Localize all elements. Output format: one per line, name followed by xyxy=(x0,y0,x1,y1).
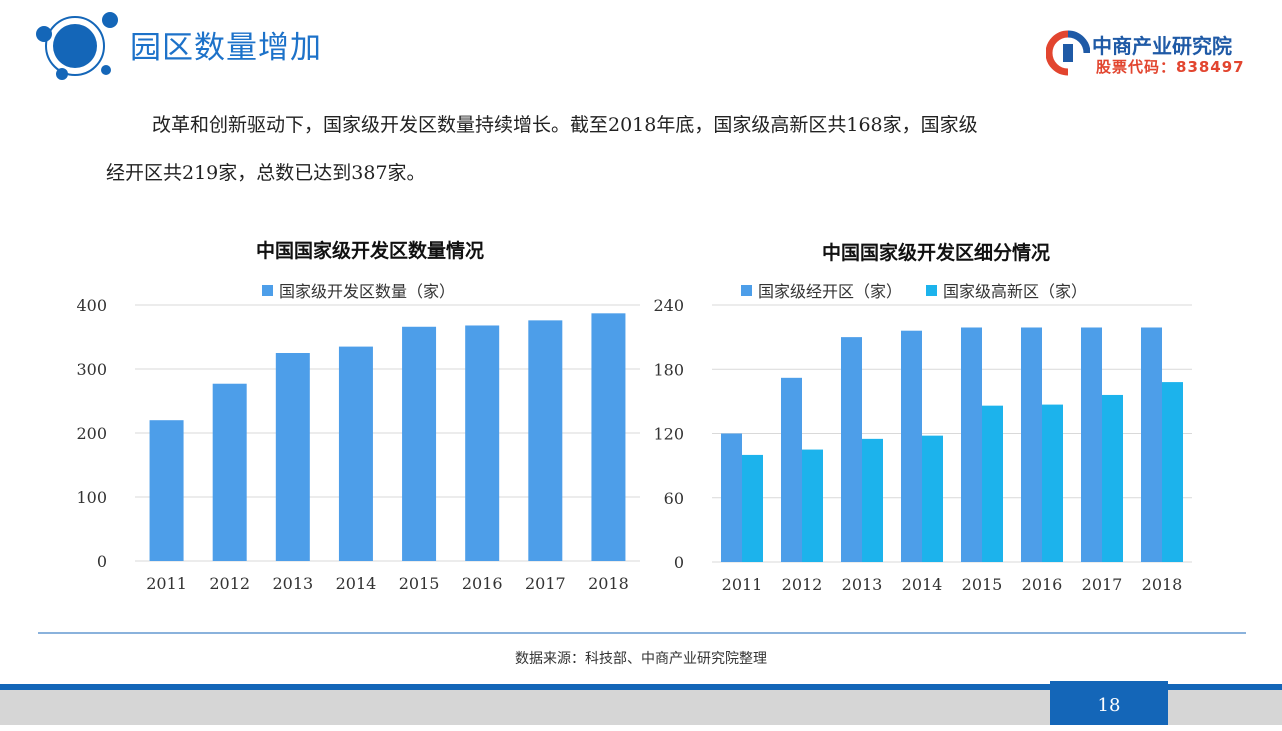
x-tick-label: 2018 xyxy=(1142,575,1183,594)
bar xyxy=(961,327,982,562)
chart2-legend-label-2: 国家级高新区（家） xyxy=(943,282,1088,301)
chart2-legend-label-1: 国家级经开区（家） xyxy=(758,282,903,301)
y-tick-label: 180 xyxy=(653,360,684,379)
x-tick-label: 2013 xyxy=(272,574,313,593)
y-tick-label: 0 xyxy=(97,552,107,571)
logo-circles-icon xyxy=(36,12,118,80)
bar xyxy=(465,325,500,561)
chart1-legend-swatch xyxy=(262,284,273,296)
x-tick-label: 2014 xyxy=(336,574,377,593)
x-tick-label: 2018 xyxy=(588,574,629,593)
x-tick-label: 2016 xyxy=(1022,575,1063,594)
chart1-title: 中国国家级开发区数量情况 xyxy=(255,240,484,262)
page-title: 园区数量增加 xyxy=(130,30,322,66)
data-source-note: 数据来源：科技部、中商产业研究院整理 xyxy=(515,651,767,667)
bar xyxy=(862,438,883,562)
x-tick-label: 2014 xyxy=(902,575,943,594)
bar xyxy=(901,330,922,562)
y-tick-label: 300 xyxy=(76,360,107,379)
x-tick-label: 2012 xyxy=(209,574,250,593)
x-tick-label: 2015 xyxy=(399,574,440,593)
bar xyxy=(275,353,310,561)
x-tick-label: 2013 xyxy=(842,575,883,594)
y-tick-label: 100 xyxy=(76,488,107,507)
bar xyxy=(1081,327,1102,562)
company-logo-icon xyxy=(1046,30,1090,76)
bar xyxy=(922,435,943,562)
bar xyxy=(149,420,184,561)
bar xyxy=(1141,327,1162,562)
y-tick-label: 60 xyxy=(664,489,684,508)
bar xyxy=(591,313,626,561)
x-tick-label: 2011 xyxy=(722,575,763,594)
x-tick-label: 2016 xyxy=(462,574,503,593)
bar xyxy=(212,383,247,561)
y-tick-label: 0 xyxy=(674,553,684,572)
page-number: 18 xyxy=(1050,681,1168,725)
bar xyxy=(781,377,802,562)
y-tick-label: 200 xyxy=(76,424,107,443)
company-name: 中商产业研究院 xyxy=(1092,34,1232,58)
stock-code: 股票代码：838497 xyxy=(1096,58,1245,76)
bar xyxy=(841,337,862,562)
y-tick-label: 240 xyxy=(653,296,684,315)
x-tick-label: 2015 xyxy=(962,575,1003,594)
bar xyxy=(1021,327,1042,562)
intro-line-2: 经开区共219家，总数已达到387家。 xyxy=(106,162,426,184)
bar xyxy=(338,346,373,561)
x-tick-label: 2011 xyxy=(146,574,187,593)
bar xyxy=(402,326,437,561)
bar xyxy=(1102,394,1123,562)
chart2-legend: 国家级经开区（家） 国家级高新区（家） xyxy=(741,278,1111,302)
bar xyxy=(802,449,823,562)
chart2-title: 中国国家级开发区细分情况 xyxy=(821,242,1050,264)
bar xyxy=(1162,382,1183,562)
bar xyxy=(721,433,742,562)
bar xyxy=(528,320,563,561)
bottom-bar xyxy=(0,684,1282,690)
chart2-legend-swatch-2 xyxy=(926,284,938,296)
bar xyxy=(742,454,763,562)
chart2-legend-swatch-1 xyxy=(741,284,752,296)
chart1-legend-label: 国家级开发区数量（家） xyxy=(279,282,456,301)
x-tick-label: 2017 xyxy=(525,574,566,593)
intro-line-1: 改革和创新驱动下，国家级开发区数量持续增长。截至2018年底，国家级高新区共16… xyxy=(152,114,978,136)
x-tick-label: 2012 xyxy=(782,575,823,594)
bar xyxy=(1042,404,1063,562)
y-tick-label: 400 xyxy=(76,296,107,315)
y-tick-label: 120 xyxy=(653,425,684,444)
chart1-legend: 国家级开发区数量（家） xyxy=(262,278,479,302)
x-tick-label: 2017 xyxy=(1082,575,1123,594)
bar xyxy=(982,405,1003,562)
